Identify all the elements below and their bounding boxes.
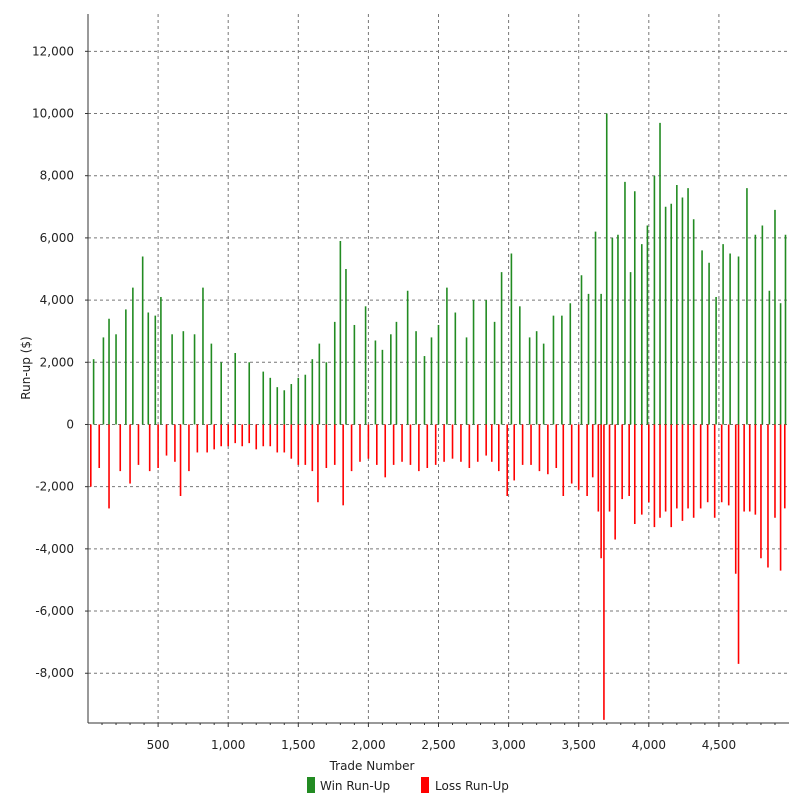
x-tick-label: 3,000 — [491, 738, 525, 752]
y-tick-label: 10,000 — [32, 107, 74, 121]
x-tick-label: 500 — [147, 738, 170, 752]
y-tick-label: 12,000 — [32, 44, 74, 58]
y-axis-title: Run-up ($) — [19, 336, 33, 399]
legend-swatch-win — [307, 777, 315, 793]
y-tick-label: -6,000 — [35, 604, 74, 618]
y-tick-label: -8,000 — [35, 666, 74, 680]
x-tick-labels: 500 1,000 1,500 2,000 2,500 3,000 3,500 4,000 4,… — [147, 738, 736, 752]
y-tick-label: 6,000 — [40, 231, 74, 245]
y-tick-labels: -8,000 -6,000 -4,000 -2,000 0 2,000 4,000 6,000… — [32, 44, 74, 680]
y-tick-label: -4,000 — [35, 542, 74, 556]
bars-layer — [90, 113, 787, 720]
y-tick-label: -2,000 — [35, 480, 74, 494]
legend-label-loss: Loss Run-Up — [435, 779, 509, 793]
x-tick-label: 2,000 — [351, 738, 385, 752]
x-tick-label: 3,500 — [562, 738, 596, 752]
x-tick-label: 2,500 — [421, 738, 455, 752]
x-tick-label: 1,500 — [281, 738, 315, 752]
legend-swatch-loss — [421, 777, 429, 793]
legend: Win Run-Up Loss Run-Up — [307, 777, 509, 793]
y-tick-label: 4,000 — [40, 293, 74, 307]
y-tick-label: 2,000 — [40, 355, 74, 369]
legend-label-win: Win Run-Up — [320, 779, 390, 793]
x-tick-label: 4,500 — [702, 738, 736, 752]
x-tick-label: 4,000 — [632, 738, 666, 752]
y-tick-label: 8,000 — [40, 169, 74, 183]
y-tick-label: 0 — [66, 417, 74, 431]
axes — [85, 14, 789, 727]
x-axis-title: Trade Number — [329, 759, 415, 773]
x-tick-label: 1,000 — [211, 738, 245, 752]
